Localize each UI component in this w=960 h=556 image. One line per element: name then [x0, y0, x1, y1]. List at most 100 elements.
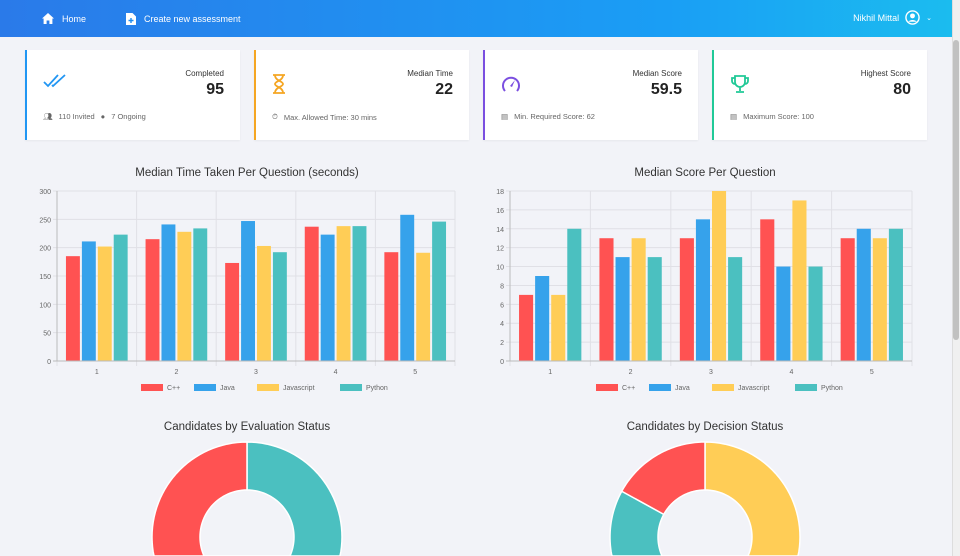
chart-title-score: Median Score Per Question: [634, 167, 776, 179]
bar-python: [272, 252, 287, 361]
y-tick-label: 14: [496, 227, 504, 234]
x-tick-label: 3: [709, 369, 713, 376]
bar-javascript: [177, 231, 192, 361]
legend-label: Python: [821, 385, 843, 392]
y-tick-label: 300: [39, 189, 51, 196]
y-tick-label: 6: [500, 302, 504, 309]
doughnut-slice: [246, 441, 343, 556]
nav-home[interactable]: Home: [42, 13, 86, 24]
y-tick-label: 0: [500, 359, 504, 366]
x-tick-label: 2: [629, 369, 633, 376]
bar-python: [728, 257, 743, 361]
scrollbar[interactable]: [952, 0, 960, 556]
bar-javascript: [551, 294, 566, 361]
bar-python: [113, 234, 128, 361]
card-label: Median Score: [632, 69, 682, 78]
ongoing-count: 7 Ongoing: [111, 112, 146, 121]
doughnut-slice: [151, 441, 248, 556]
legend-swatch: [596, 384, 618, 391]
bar-python: [193, 228, 208, 361]
calendar-icon: ▤: [501, 112, 509, 121]
bar-java: [856, 228, 871, 361]
card-median-time: Median Time 22 ⏱︎ Max. Allowed Time: 30 m…: [254, 50, 469, 140]
doughnut-slice: [704, 441, 801, 556]
stopwatch-icon: ⏱︎: [272, 112, 278, 121]
calendar-icon: ▤: [730, 112, 738, 121]
legend-swatch: [340, 384, 362, 391]
y-tick-label: 4: [500, 321, 504, 328]
x-tick-label: 3: [254, 369, 258, 376]
legend-swatch: [795, 384, 817, 391]
card-completed: Completed 95 👥︎ 110 Invited ● 7 Ongoing: [25, 50, 240, 140]
bar-cpp: [65, 256, 80, 361]
home-icon: [42, 13, 54, 24]
bar-java: [695, 219, 710, 361]
max-time: Max. Allowed Time: 30 mins: [283, 112, 377, 122]
user-menu[interactable]: Nikhil Mittal ⌄: [853, 10, 932, 25]
x-tick-label: 4: [789, 369, 793, 376]
card-label: Highest Score: [860, 69, 911, 78]
scrollbar-thumb[interactable]: [953, 40, 959, 340]
y-tick-label: 10: [496, 265, 504, 272]
x-tick-label: 4: [334, 369, 338, 376]
invited-count: 110 Invited: [58, 112, 95, 121]
doughnut-slice: [621, 441, 706, 516]
bar-java: [241, 221, 255, 361]
bar-cpp: [304, 226, 319, 361]
nav-create-assessment[interactable]: Create new assessment: [126, 13, 241, 25]
bar-python: [647, 257, 662, 361]
time-bar-chart: 0 50 100 150 200 250 300 1 2 3 4 5 C++ Java Javascript…: [39, 189, 456, 392]
bar-python: [888, 228, 903, 361]
y-tick-label: 250: [39, 217, 51, 224]
min-required-score: Min. Required Score: 62: [514, 112, 595, 121]
nav-create-label: Create new assessment: [144, 14, 241, 24]
speedometer-icon: [502, 76, 520, 92]
card-value: 22: [435, 81, 453, 98]
chart-title-time: Median Time Taken Per Question (seconds): [135, 167, 359, 179]
bar-cpp: [679, 238, 694, 361]
legend-swatch: [649, 384, 671, 391]
y-tick-label: 50: [43, 331, 51, 338]
hourglass-icon: [273, 74, 285, 94]
bar-cpp: [384, 252, 399, 361]
user-icon: ●: [100, 112, 106, 121]
trophy-icon: [731, 75, 749, 93]
file-plus-icon: [126, 13, 136, 25]
bar-java: [161, 224, 176, 361]
card-value: 59.5: [650, 81, 682, 98]
users-icon: 👥︎: [43, 112, 53, 121]
y-tick-label: 12: [496, 246, 504, 253]
x-tick-label: 2: [174, 369, 178, 376]
x-tick-label: 5: [870, 369, 874, 376]
y-tick-label: 200: [39, 246, 51, 253]
x-tick-label: 1: [95, 369, 99, 376]
legend-swatch: [257, 384, 279, 391]
legend-swatch: [141, 384, 163, 391]
legend-label: Python: [366, 385, 388, 392]
bar-cpp: [840, 238, 855, 361]
legend-label: Java: [675, 385, 690, 392]
bar-javascript: [631, 238, 646, 361]
legend-swatch: [194, 384, 216, 391]
top-navbar: Home Create new assessment Nikhil Mittal…: [0, 0, 952, 37]
card-highest-score: Highest Score 80 ▤ Maximum Score: 100: [712, 50, 927, 140]
y-tick-label: 16: [496, 208, 504, 215]
decision-doughnut-chart: [609, 441, 801, 556]
legend-swatch: [712, 384, 734, 391]
card-value: 95: [206, 81, 224, 98]
bar-python: [808, 266, 823, 361]
bar-java: [320, 234, 335, 361]
legend-label: Java: [220, 385, 235, 392]
y-tick-label: 8: [500, 283, 504, 290]
chevron-down-icon: ⌄: [926, 14, 932, 22]
bar-java: [81, 241, 96, 361]
legend-label: C++: [622, 385, 635, 392]
legend-label: Javascript: [738, 385, 770, 392]
bar-javascript: [257, 245, 271, 361]
nav-home-label: Home: [62, 13, 87, 24]
bar-javascript: [336, 226, 351, 361]
bar-cpp: [145, 239, 160, 361]
max-score: Maximum Score: 100: [743, 112, 814, 121]
bar-cpp: [760, 219, 775, 361]
